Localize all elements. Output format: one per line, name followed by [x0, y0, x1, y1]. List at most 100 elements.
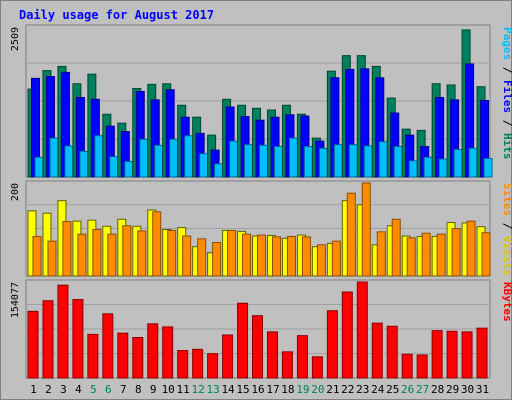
- bar-pages-day-6: [109, 156, 119, 178]
- bar-kbytes-day-28: [431, 330, 443, 379]
- bar-sites-day-28: [436, 233, 446, 277]
- legend-files: Files: [501, 80, 512, 113]
- day-label-28: 28: [431, 383, 444, 396]
- day-label-25: 25: [386, 383, 399, 396]
- day-label-9: 9: [150, 383, 157, 396]
- day-label-11: 11: [177, 383, 190, 396]
- bar-sites-day-5: [92, 229, 102, 277]
- day-label-4: 4: [75, 383, 82, 396]
- bar-sites-day-19: [301, 236, 311, 277]
- bar-pages-day-14: [229, 140, 239, 178]
- bar-sites-day-6: [107, 233, 117, 277]
- bar-pages-day-7: [124, 160, 134, 178]
- day-label-21: 21: [326, 383, 339, 396]
- day-label-5: 5: [90, 383, 97, 396]
- bar-pages-day-8: [139, 138, 149, 178]
- bar-pages-day-9: [154, 144, 164, 178]
- bar-sites-day-2: [47, 240, 57, 277]
- day-label-12: 12: [192, 383, 205, 396]
- panel-top: 2509: [10, 24, 493, 178]
- panel-bottom: 154077: [10, 279, 491, 379]
- bar-kbytes-day-27: [416, 354, 428, 379]
- day-label-13: 13: [206, 383, 219, 396]
- legend-top: Pages / Files / Hits: [501, 27, 512, 160]
- bar-sites-day-4: [77, 233, 87, 277]
- bar-pages-day-18: [288, 137, 298, 178]
- legend-kbytes: KBytes: [501, 282, 512, 322]
- bar-kbytes-day-1: [27, 310, 39, 379]
- legend-pages: Pages: [501, 27, 512, 60]
- day-label-3: 3: [60, 383, 67, 396]
- bar-kbytes-day-9: [147, 323, 159, 379]
- bar-sites-day-30: [466, 220, 476, 277]
- bar-sites-day-20: [316, 244, 326, 277]
- bar-sites-day-26: [406, 237, 416, 277]
- bar-kbytes-day-16: [252, 315, 264, 379]
- day-label-6: 6: [105, 383, 112, 396]
- bar-kbytes-day-18: [281, 351, 293, 379]
- day-axis: 1 2 3 4 5 6 7 8 9 10 11 12 13 14 15 16 17 18 19 20 21 22 23 24 2…: [30, 383, 489, 396]
- bar-kbytes-day-2: [42, 300, 54, 379]
- bar-pages-day-20: [318, 147, 328, 178]
- bar-kbytes-day-10: [162, 326, 174, 379]
- bar-pages-day-27: [423, 156, 433, 178]
- bar-pages-day-30: [468, 147, 478, 178]
- bar-pages-day-13: [214, 163, 224, 178]
- legend-bottom: KBytes: [501, 282, 512, 322]
- bar-pages-day-24: [378, 141, 388, 178]
- bar-sites-day-3: [62, 221, 72, 277]
- day-label-23: 23: [356, 383, 369, 396]
- bar-sites-day-29: [451, 228, 461, 277]
- bar-kbytes-day-22: [341, 291, 353, 379]
- bar-kbytes-day-25: [386, 325, 398, 379]
- day-label-20: 20: [311, 383, 324, 396]
- bar-kbytes-day-4: [72, 298, 84, 379]
- bar-kbytes-day-23: [356, 281, 368, 379]
- bar-sites-day-18: [286, 235, 296, 277]
- day-label-22: 22: [341, 383, 354, 396]
- day-label-29: 29: [446, 383, 459, 396]
- bar-kbytes-day-24: [371, 322, 383, 379]
- bar-sites-day-15: [242, 233, 252, 277]
- bar-sites-day-16: [257, 234, 267, 277]
- chart-title: Daily usage for August 2017: [19, 8, 214, 22]
- day-label-16: 16: [251, 383, 264, 396]
- bar-pages-day-22: [348, 144, 358, 178]
- day-label-2: 2: [45, 383, 52, 396]
- panel-top-max-label: 2509: [10, 27, 21, 51]
- legend-separator: /: [501, 216, 512, 236]
- bar-sites-day-11: [182, 235, 192, 277]
- bar-sites-day-25: [391, 218, 401, 277]
- legend-visits: Visits: [501, 236, 512, 276]
- bar-kbytes-day-11: [177, 350, 189, 379]
- bar-sites-day-21: [331, 240, 341, 277]
- day-label-8: 8: [135, 383, 142, 396]
- bar-kbytes-day-12: [192, 348, 204, 379]
- bar-kbytes-day-14: [222, 334, 234, 379]
- bar-sites-day-12: [197, 238, 207, 277]
- bar-sites-day-27: [421, 232, 431, 277]
- panel-middle: 200: [10, 180, 491, 277]
- bar-pages-day-16: [259, 144, 269, 178]
- bar-kbytes-day-6: [102, 313, 114, 379]
- series-legends: Pages / Files / Hits Sites / Visits KBytes: [501, 27, 512, 322]
- day-label-30: 30: [461, 383, 474, 396]
- bar-pages-day-2: [49, 137, 59, 178]
- bar-pages-day-28: [438, 158, 448, 178]
- day-label-10: 10: [162, 383, 175, 396]
- bar-pages-day-1: [34, 156, 44, 178]
- bar-sites-day-23: [361, 182, 371, 277]
- day-label-18: 18: [281, 383, 294, 396]
- bar-kbytes-day-30: [461, 331, 473, 379]
- bar-pages-day-31: [483, 157, 493, 178]
- bar-pages-day-11: [184, 135, 194, 178]
- bar-pages-day-19: [303, 146, 313, 178]
- bar-pages-day-15: [244, 144, 254, 178]
- bar-sites-day-14: [227, 229, 237, 277]
- bar-sites-day-24: [376, 231, 386, 277]
- bar-kbytes-day-3: [57, 284, 69, 379]
- bar-pages-day-26: [408, 160, 418, 178]
- bar-sites-day-17: [271, 236, 281, 277]
- bar-pages-day-3: [64, 145, 74, 178]
- day-label-26: 26: [401, 383, 414, 396]
